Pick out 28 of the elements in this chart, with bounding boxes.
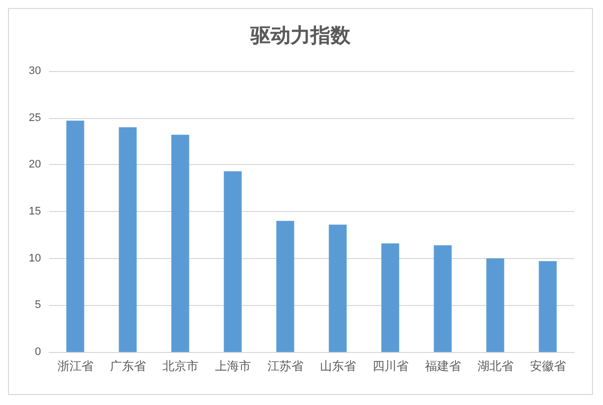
x-tick-label: 江苏省 — [267, 359, 304, 373]
bar — [328, 224, 347, 352]
x-tick-label: 安徽省 — [530, 359, 566, 373]
y-tick-label: 5 — [34, 299, 41, 312]
x-tick-label: 浙江省 — [57, 359, 94, 373]
x-tick-label: 广东省 — [110, 359, 146, 373]
chart-title: 驱动力指数 — [250, 25, 352, 47]
x-tick-label: 北京市 — [162, 359, 198, 373]
bar — [381, 243, 400, 352]
x-tick-label: 福建省 — [424, 359, 461, 373]
x-tick-label: 湖北省 — [477, 359, 514, 373]
y-tick-label: 25 — [28, 112, 41, 124]
x-tick-label: 上海市 — [214, 359, 251, 373]
x-tick-label: 四川省 — [372, 359, 408, 373]
bar — [538, 261, 557, 352]
bar — [224, 171, 242, 352]
y-tick-label: 10 — [28, 252, 41, 264]
bar — [171, 134, 190, 352]
bar — [118, 127, 137, 352]
bar — [66, 120, 84, 352]
y-tick-label: 15 — [28, 206, 41, 218]
y-tick-label: 20 — [28, 158, 41, 171]
y-tick-label: 30 — [28, 65, 41, 77]
x-tick-label: 山东省 — [320, 359, 356, 373]
bar — [486, 258, 504, 352]
bar — [434, 245, 452, 352]
bar — [276, 220, 294, 352]
y-tick-label: 0 — [34, 346, 41, 358]
